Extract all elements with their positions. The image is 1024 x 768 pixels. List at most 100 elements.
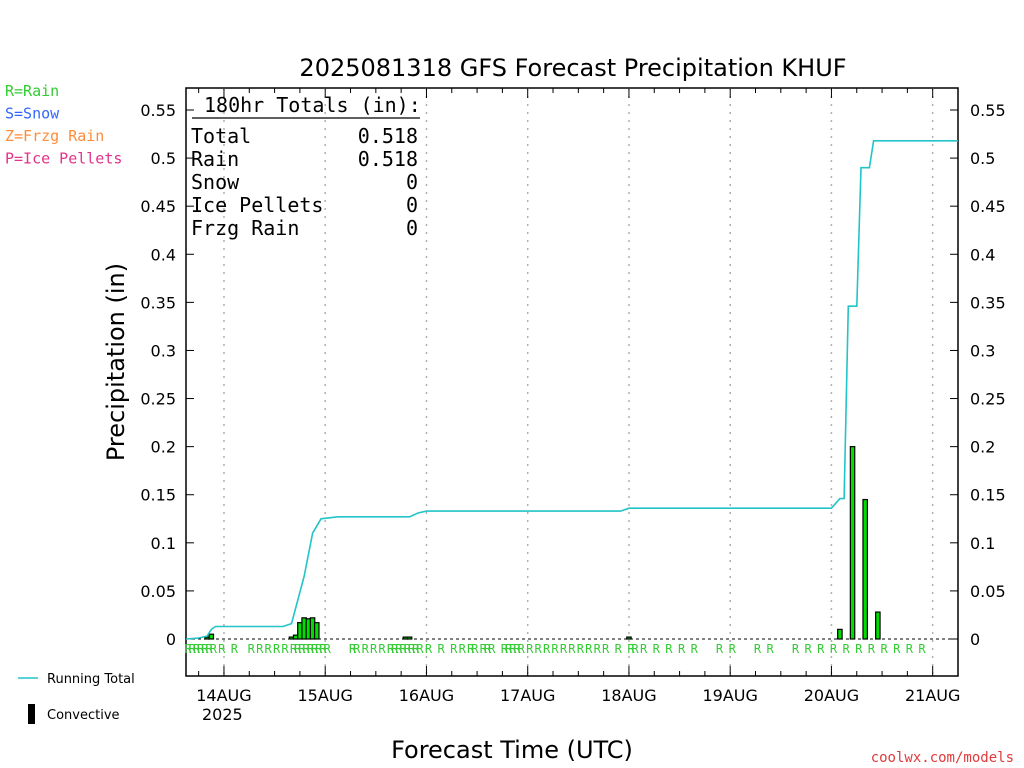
ptype-legend: R=Rain S=Snow Z=Frzg Rain P=Ice Pellets [5,82,122,168]
ptype-mark: R [231,642,239,656]
ptype-mark: R [518,642,526,656]
ptype-mark: R [256,642,264,656]
ptype-mark: R [324,642,332,656]
totals-row-label: Rain [191,147,239,171]
day-grid [223,88,934,676]
convective-bars [204,446,881,640]
ptype-mark: R [560,642,568,656]
ptype-mark: R [395,642,403,656]
ptype-mark: R [437,642,445,656]
ptype-mark: R [408,642,416,656]
ptype-mark: R [248,642,256,656]
x-tick-label: 14AUG [196,686,251,705]
ptype-mark: R [665,642,673,656]
totals-row-label: Total [191,124,251,148]
convective-bar [208,633,215,640]
y-tick-label: 0.45 [140,197,176,216]
ptype-mark: R [353,642,361,656]
ptype-mark: R [315,642,323,656]
ptype-mark: R [303,642,311,656]
y-tick-label: 0.55 [970,101,1006,120]
x-tick-sublabel: 2025 [202,705,243,724]
x-tick-label: 15AUG [298,686,353,705]
ptype-mark: R [471,642,479,656]
ptype-mark: R [842,642,850,656]
footer-credit: coolwx.com/models [871,750,1014,766]
y-tick-label: 0.15 [970,486,1006,505]
totals-row-label: Frzg Rain [191,216,299,240]
ptype-mark: R [602,642,610,656]
y-tick-label: 0.45 [970,197,1006,216]
y-tick-label: 0.5 [151,149,176,168]
y-tick-label: 0.1 [151,534,176,553]
ptype-mark: R [210,642,218,656]
ptype-mark: R [349,642,357,656]
totals-heading: 180hr Totals (in): [204,93,421,117]
ptype-mark: R [906,642,914,656]
series-legend: Running Total Convective [18,672,135,724]
ptype-mark: R [585,642,593,656]
y-tick-label: 0 [166,630,176,649]
y-axis-right: 0 0.05 0.1 0.15 0.2 0.25 0.3 0.35 0.4 0.45 0.5 0.55 [950,101,1006,649]
ptype-mark: R [197,642,205,656]
ptype-mark: R [627,642,635,656]
y-tick-label: 0 [970,630,980,649]
ptype-mark: R [484,642,492,656]
ptype-mark: R [184,642,192,656]
ptype-mark: R [416,642,424,656]
ptype-mark: R [425,642,433,656]
y-tick-label: 0.4 [970,245,995,264]
ptype-mark: R [632,642,640,656]
y-axis-left: 0 0.05 0.1 0.15 0.2 0.25 0.3 0.35 0.4 0.45 0.5 0.55 [140,101,194,649]
totals-row-value: 0.518 [358,124,418,148]
ptype-mark: R [526,642,534,656]
y-tick-label: 0.25 [140,390,176,409]
y-tick-label: 0.4 [151,245,176,264]
y-tick-label: 0.2 [970,438,995,457]
convective-bar [313,622,320,640]
ptype-mark: R [640,642,648,656]
ptype-mark: R [189,642,197,656]
totals-row-value: 0 [406,216,418,240]
y-tick-label: 0.15 [140,486,176,505]
ptype-mark: R [218,642,226,656]
ptype-mark: R [754,642,762,656]
ptype-mark: R [205,642,213,656]
ptype-mark: R [615,642,623,656]
ptype-mark: R [893,642,901,656]
ptype-mark: R [391,642,399,656]
convective-bar [406,636,413,640]
totals-row-label: Ice Pellets [191,193,323,217]
ptype-mark: R [467,642,475,656]
convective-bar [875,611,881,640]
ptype-mark: R [653,642,661,656]
ptype-mark: R [307,642,315,656]
x-tick-label: 16AUG [399,686,454,705]
ptype-mark: R [855,642,863,656]
y-tick-label: 0.05 [140,582,176,601]
ptype-mark: R [412,642,420,656]
y-tick-label: 0.25 [970,390,1006,409]
ptype-mark: R [480,642,488,656]
ptype-mark: R [868,642,876,656]
ptype-legend-item: S=Snow [5,105,60,123]
y-tick-label: 0.5 [970,149,995,168]
ptype-mark: R [265,642,273,656]
ptype-mark: R [830,642,838,656]
ptype-mark: R [551,642,559,656]
ptype-mark: R [459,642,467,656]
ptype-mark: R [691,642,699,656]
x-tick-label: 18AUG [601,686,656,705]
x-axis-label: Forecast Time (UTC) [391,736,633,764]
ptype-mark: R [404,642,412,656]
y-tick-label: 0.05 [970,582,1006,601]
x-tick-label: 21AUG [905,686,960,705]
ptype-mark: R [594,642,602,656]
y-tick-label: 0.55 [140,101,176,120]
ptype-mark: R [501,642,509,656]
ptype-legend-item: R=Rain [5,82,59,100]
y-tick-label: 0.35 [970,293,1006,312]
ptype-mark: R [387,642,395,656]
